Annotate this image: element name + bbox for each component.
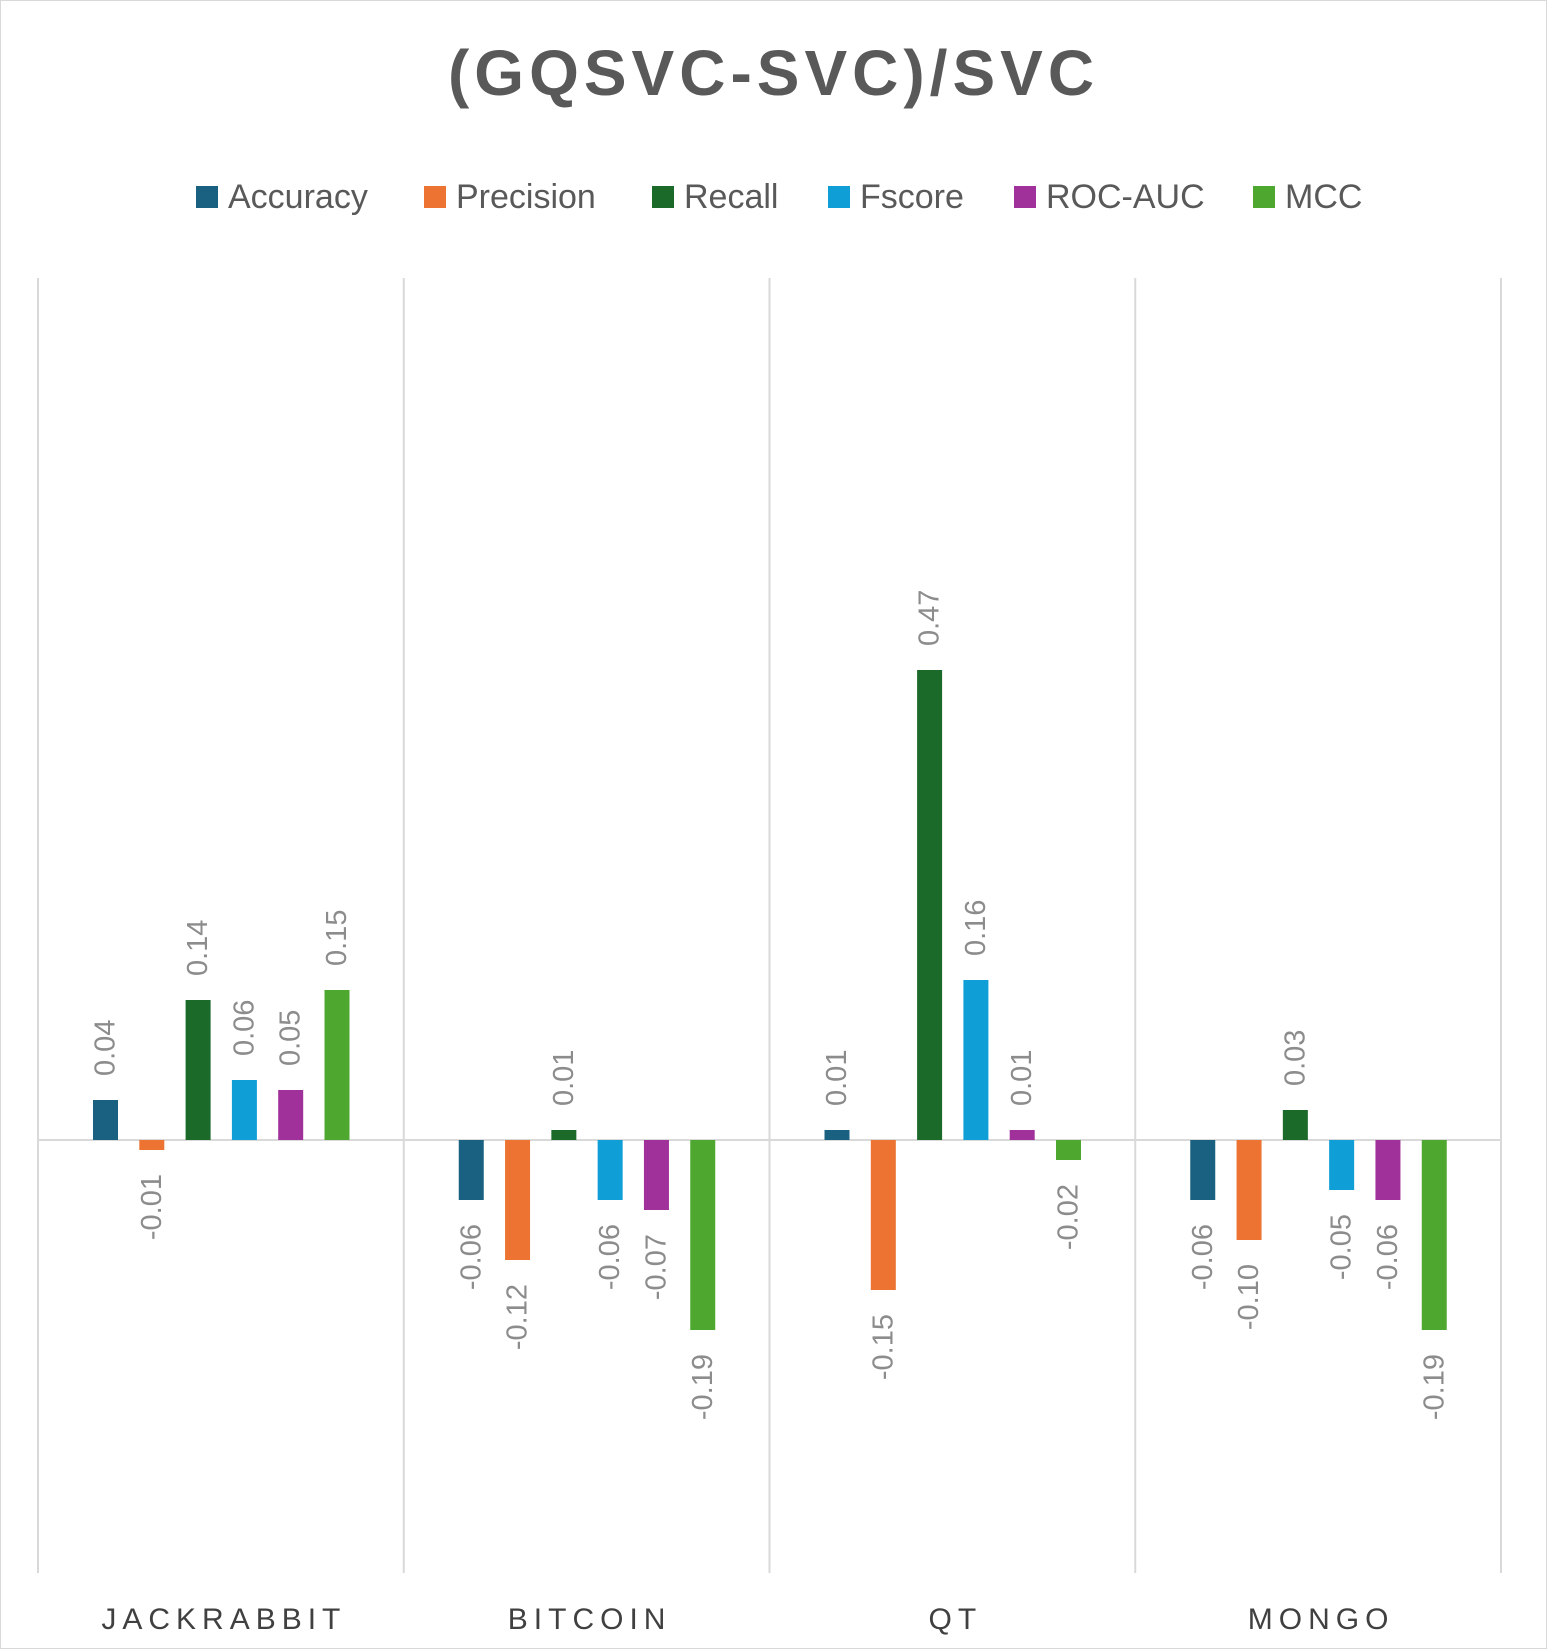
bar [139, 1140, 165, 1150]
legend-label-recall: Recall [684, 177, 779, 216]
data-label: -0.15 [867, 1314, 899, 1380]
bar [231, 1080, 257, 1140]
legend-item-recall: Recall [652, 172, 778, 222]
legend-swatch-precision [424, 186, 446, 208]
bar [963, 980, 989, 1140]
bar [278, 1090, 304, 1140]
bar [1190, 1140, 1216, 1200]
data-label: -0.06 [1372, 1224, 1404, 1290]
x-tick-label: MONGO [1248, 1603, 1395, 1636]
bar [1329, 1140, 1355, 1190]
bar [870, 1140, 896, 1290]
data-label: 0.03 [1279, 1030, 1311, 1086]
legend-swatch-accuracy [196, 186, 218, 208]
data-label: -0.07 [640, 1234, 672, 1300]
data-label: 0.14 [182, 920, 214, 976]
legend-item-fscore: Fscore [828, 172, 964, 222]
bar [1236, 1140, 1262, 1240]
data-label: 0.01 [821, 1050, 853, 1106]
legend-label-mcc: MCC [1285, 177, 1363, 216]
data-label: -0.06 [455, 1224, 487, 1290]
bar [1421, 1140, 1447, 1330]
bar [93, 1100, 118, 1140]
x-tick-label: JACKRABBIT [101, 1603, 346, 1636]
legend-item-mcc: MCC [1253, 172, 1362, 222]
legend-swatch-mcc [1253, 186, 1275, 208]
legend-swatch-fscore [828, 186, 850, 208]
bar [690, 1140, 716, 1330]
legend-item-accuracy: Accuracy [196, 172, 368, 222]
data-label: 0.47 [914, 590, 946, 646]
data-label: -0.06 [594, 1224, 626, 1290]
bar [597, 1140, 623, 1200]
bar [458, 1140, 484, 1200]
bar [1009, 1130, 1035, 1140]
data-label: 0.05 [275, 1010, 307, 1066]
legend-swatch-recall [652, 186, 674, 208]
data-label: -0.12 [502, 1284, 534, 1350]
bar [1375, 1140, 1401, 1200]
legend-item-roc-auc: ROC-AUC [1014, 172, 1205, 222]
data-label: 0.06 [228, 1000, 260, 1056]
data-label: -0.06 [1187, 1224, 1219, 1290]
x-tick-label: QT [929, 1603, 983, 1636]
data-label: 0.16 [960, 900, 992, 956]
data-label: -0.02 [1053, 1184, 1085, 1250]
data-label: 0.04 [90, 1020, 122, 1076]
data-label: -0.10 [1233, 1264, 1265, 1330]
legend-item-precision: Precision [424, 172, 596, 222]
data-label: 0.01 [548, 1050, 580, 1106]
x-tick-label: BITCOIN [508, 1603, 672, 1636]
legend-swatch-roc-auc [1014, 186, 1036, 208]
bar [324, 990, 350, 1140]
data-label: -0.05 [1326, 1214, 1358, 1280]
chart-legend: Accuracy Precision Recall Fscore ROC-AUC… [0, 172, 1547, 222]
bar [505, 1140, 531, 1260]
legend-label-accuracy: Accuracy [228, 177, 368, 216]
bar [643, 1140, 669, 1210]
legend-label-precision: Precision [456, 177, 596, 216]
bar [917, 670, 943, 1140]
data-label: 0.01 [1006, 1050, 1038, 1106]
data-label: -0.19 [1418, 1354, 1450, 1420]
legend-label-roc-auc: ROC-AUC [1046, 177, 1205, 216]
bar [185, 1000, 211, 1140]
data-label: -0.01 [136, 1174, 168, 1240]
data-label: -0.19 [687, 1354, 719, 1420]
data-label: 0.15 [321, 910, 353, 966]
bar [824, 1130, 850, 1140]
bar [1282, 1110, 1308, 1140]
bar [551, 1130, 577, 1140]
chart-title: (GQSVC-SVC)/SVC [447, 37, 1100, 109]
legend-label-fscore: Fscore [860, 177, 964, 216]
bar [1056, 1140, 1081, 1160]
